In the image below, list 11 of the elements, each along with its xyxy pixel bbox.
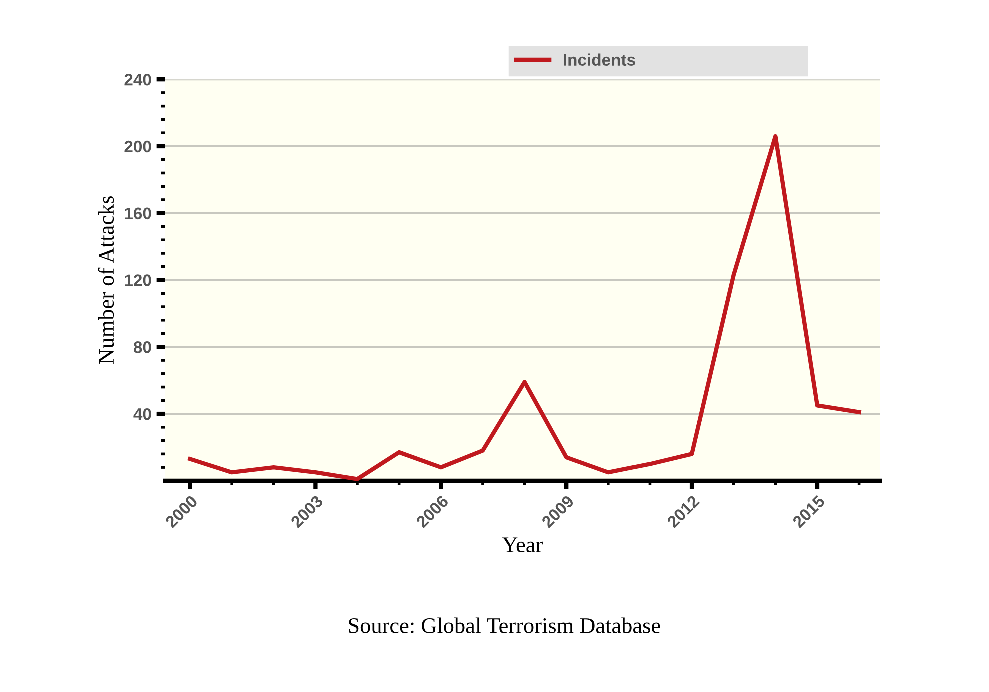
y-tick-label: 200 [124,140,152,153]
y-tick-label: 40 [134,408,152,420]
y-tick-label: 160 [125,208,152,220]
x-axis-title: Year [502,538,543,553]
source-note: Source: Global Terrorism Database [349,618,660,634]
y-tick-label: 120 [125,274,152,286]
legend-label: Incidents [564,54,636,66]
y-tick-label: 80 [134,342,152,354]
y-axis-title: Number of Attacks [98,196,114,364]
line-series [188,134,862,481]
y-tick-label: 240 [124,74,152,86]
